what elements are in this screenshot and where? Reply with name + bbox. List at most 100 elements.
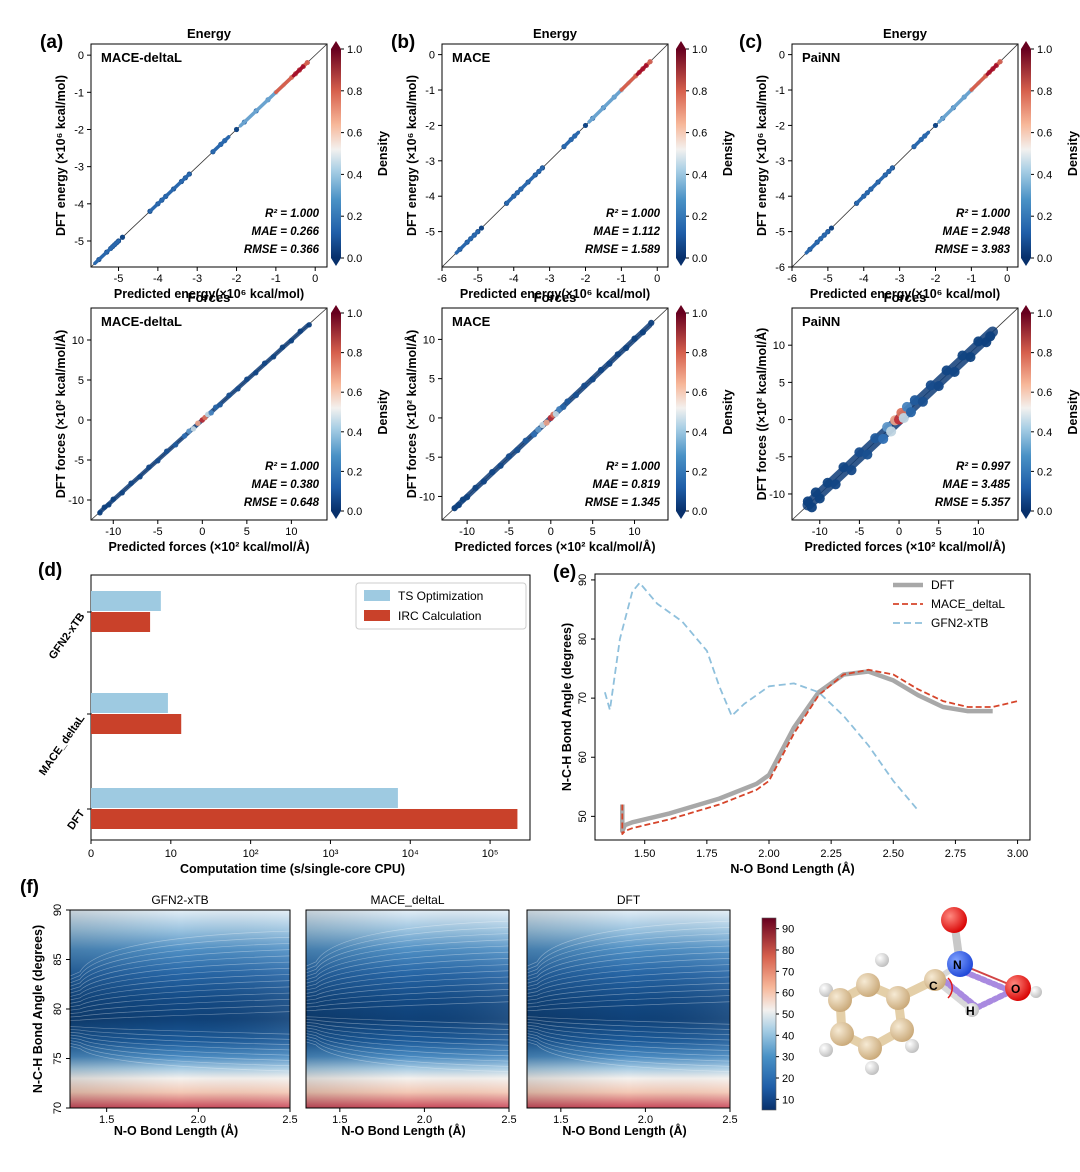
x-axis-label: N-O Bond Length (Å) [730,861,854,876]
bar-irc [91,809,518,829]
colorbar [1021,313,1031,511]
y-tick-label: 5 [78,375,84,387]
x-tick-label: 2.25 [820,848,841,860]
contour-line [69,1011,291,1021]
colorbar-tick-label: 30 [782,1052,794,1064]
x-axis-label: N-O Bond Length (Å) [562,1123,686,1138]
x-tick-label: 10 [972,526,984,538]
y-tick-label: 80 [577,633,589,645]
colorbar-tick-label: 0.4 [1037,169,1052,181]
heatmap-colorbar [762,918,776,1110]
contour-line [526,1035,731,1062]
colorbar-tick-label: 0.4 [1037,427,1052,439]
x-axis-label: Predicted forces (×10² kcal/mol/Å) [454,539,655,554]
x-tick-label: 5 [590,526,596,538]
colorbar-tick-label: 0.8 [347,348,362,360]
contour-line [69,998,291,1014]
panel-d-bar-chart: GFN2-xTB MACE_deltaL DFT 0 10 10² 10³ 10⁴ 10⁵ Com… [37,560,531,876]
colorbar-tick-label: 0.0 [692,253,707,265]
x-tick-label: 1.5 [553,1114,568,1126]
data-point [552,410,559,418]
contour-line [69,1026,291,1035]
data-point [181,433,188,439]
x-tick-label: 0 [1004,273,1010,285]
contour-line [305,958,510,988]
colorbar-tick-label: 0.6 [1037,128,1052,140]
y-tick-label: -6 [775,262,785,274]
colorbar-tick-label: 0.2 [692,466,707,478]
nitrogen-atom [947,951,973,977]
colorbar-tick-label: 0.6 [347,128,362,140]
heatmap-title: MACE_deltaL [370,893,444,907]
x-tick-label: 0 [88,848,94,860]
line-series-dft [620,669,993,834]
y-tick-label: 10 [773,340,785,352]
data-point [97,510,103,516]
data-point [478,225,485,231]
bar-ts [91,591,161,611]
data-point [572,392,580,399]
stat-mae: MAE = 0.819 [593,479,661,491]
data-point [814,493,825,504]
hydrogen-atom-1 [819,983,833,997]
contour-line [526,1030,731,1051]
data-point [190,426,197,432]
y-axis-label: N-C-H Bond Angle (degrees) [560,623,574,791]
x-tick-label: -4 [509,273,519,285]
contour-line [69,1045,291,1072]
contour-line [69,974,291,1001]
data-segment [504,166,545,206]
x-tick-label: -4 [859,273,869,285]
data-point [306,322,312,328]
colorbar-tick-label: 0.8 [692,348,707,360]
data-segment [211,135,231,154]
data-point [941,365,952,376]
colorbar-tick-label: 1.0 [1037,308,1052,320]
line-series-mace-deltal [621,668,1018,835]
colorbar-tick-label: 0.8 [347,86,362,98]
x-tick-label: 3.00 [1007,848,1028,860]
colorbar-label: Density [376,131,390,176]
colorbar-tick-label: 1.0 [692,44,707,56]
panel-label: (c) [739,32,762,53]
data-point [137,474,143,480]
y-tick-label: -10 [419,491,435,503]
colorbar-tick-label: 50 [782,1009,794,1021]
bar-ts [91,788,398,808]
stat-mae: MAE = 2.948 [943,226,1011,238]
x-tick-label: -1 [616,273,626,285]
data-point [543,419,550,426]
parity-panel-a_forces: -10 -5 0 5 10 -10 -5 0 5 10 Forces MACE-deltaL R² = … [53,290,390,554]
x-axis-label: Predicted energy(×10⁶ kcal/mol) [810,287,1000,301]
colorbar-tick-label: 1.0 [1037,44,1052,56]
colorbar-tick-label: 0.2 [1037,211,1052,223]
y-tick-label: -4 [425,191,435,203]
data-point [270,354,277,360]
y-tick-label: 75 [52,1052,64,1064]
panel-label: (e) [553,562,576,583]
colorbar-tick-label: 0.6 [347,387,362,399]
x-tick-label: 2.5 [722,1114,737,1126]
contour-line [526,976,731,998]
x-axis-label: Predicted energy(×10⁶ kcal/mol) [114,287,304,301]
category-label: MACE_deltaL [37,713,88,778]
x-tick-label: 10 [165,848,177,860]
panel-label: (f) [20,877,39,898]
bar-irc [91,612,151,632]
colorbar-tick-label: 40 [782,1030,794,1042]
y-tick-label: 70 [52,1102,64,1114]
data-point [973,336,984,347]
contour-line [69,1034,291,1051]
colorbar [331,49,341,258]
model-label: MACE-deltaL [101,50,182,65]
y-tick-label: -3 [74,162,84,174]
y-tick-label: -5 [775,227,785,239]
plot-frame [594,573,1031,841]
contour-line [69,1005,291,1018]
y-tick-label: -10 [68,495,84,507]
colorbar-tick-label: 0.4 [692,169,707,181]
data-point [846,465,857,476]
x-tick-label: -5 [504,526,514,538]
y-tick-label: -5 [425,227,435,239]
parity-panel-b_forces: -10 -5 0 5 10 -10 -5 0 5 10 Forces MACE R² = 1.000 MA… [404,290,735,554]
